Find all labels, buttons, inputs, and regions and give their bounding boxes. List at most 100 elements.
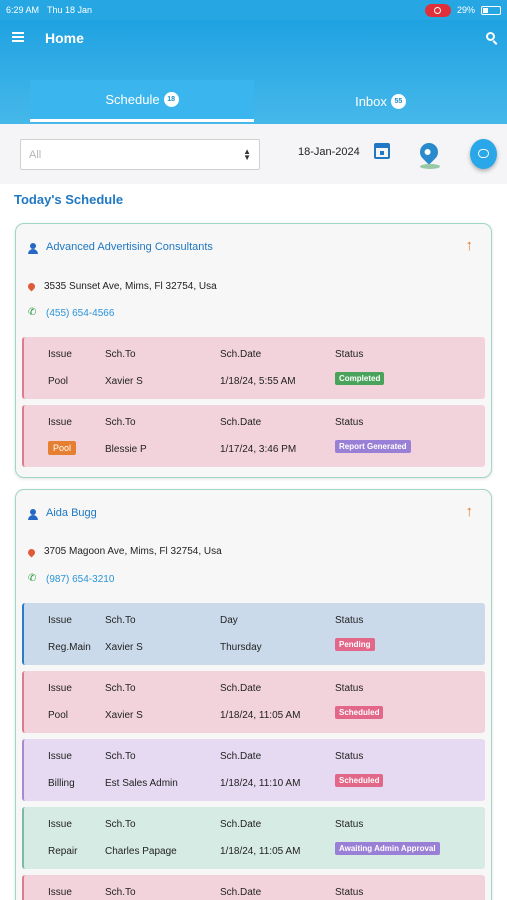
sch-to-value: Xavier S bbox=[105, 710, 143, 721]
hamburger-menu-icon[interactable] bbox=[12, 32, 24, 42]
sch-date-value: 1/18/24, 11:05 AM bbox=[220, 710, 301, 721]
schedule-item[interactable]: Issue Sch.To Sch.Date Status Pool Blessi… bbox=[22, 405, 485, 467]
sch-to-header: Sch.To bbox=[105, 751, 136, 762]
sch-to-value: Blessie P bbox=[105, 444, 147, 455]
issue-filter-select[interactable]: All ▲ ▼ bbox=[20, 139, 260, 170]
day-value: Thursday bbox=[220, 642, 262, 653]
status-header: Status bbox=[335, 887, 364, 898]
customer-name[interactable]: Advanced Advertising Consultants bbox=[46, 241, 213, 253]
issue-header: Issue bbox=[48, 819, 72, 830]
status-badge: Scheduled bbox=[335, 706, 384, 719]
status-badge: Report Generated bbox=[335, 440, 411, 453]
issue-value: Reg.Main bbox=[48, 642, 91, 653]
issue-value: Billing bbox=[48, 778, 75, 789]
customer-address: 3535 Sunset Ave, Mims, Fl 32754, Usa bbox=[44, 281, 217, 292]
select-caret-icon: ▲ ▼ bbox=[243, 147, 251, 162]
location-pin-icon bbox=[26, 547, 37, 558]
issue-header: Issue bbox=[48, 751, 72, 762]
page-title: Home bbox=[45, 30, 84, 46]
issue-header: Issue bbox=[48, 683, 72, 694]
sch-date-value: 1/18/24, 11:05 AM bbox=[220, 846, 301, 857]
status-time: 6:29 AM bbox=[6, 5, 40, 15]
sch-date-value: 1/18/24, 11:10 AM bbox=[220, 778, 301, 789]
sch-to-value: Charles Papage bbox=[105, 846, 177, 857]
tab-schedule-count: 18 bbox=[163, 92, 179, 107]
issue-value: Repair bbox=[48, 846, 78, 857]
chat-bubble-icon bbox=[478, 149, 489, 158]
status-header: Status bbox=[335, 349, 364, 360]
issue-value: Pool bbox=[48, 376, 69, 387]
status-header: Status bbox=[335, 683, 364, 694]
tab-inbox-count: 55 bbox=[390, 93, 406, 109]
system-status-bar: 6:29 AM Thu 18 Jan 29% bbox=[0, 0, 507, 20]
issue-header: Issue bbox=[48, 349, 72, 360]
schedule-item[interactable]: Issue Sch.To Sch.Date Status Repair Char… bbox=[22, 807, 485, 869]
customer-name[interactable]: Aida Bugg bbox=[46, 507, 97, 519]
status-badge: Awaiting Admin Approval bbox=[335, 842, 440, 855]
selected-date[interactable]: 18-Jan-2024 bbox=[298, 146, 360, 158]
sch-date-header: Sch.Date bbox=[220, 751, 262, 762]
sch-to-header: Sch.To bbox=[105, 349, 136, 360]
customer-card: Aida Bugg ↑ 3705 Magoon Ave, Mims, Fl 32… bbox=[15, 489, 492, 900]
issue-header: Issue bbox=[48, 615, 72, 626]
app-header: Home Schedule 18 Inbox 55 bbox=[0, 20, 507, 124]
sch-to-value: Xavier S bbox=[105, 376, 143, 387]
status-header: Status bbox=[335, 615, 364, 626]
sch-to-header: Sch.To bbox=[105, 819, 136, 830]
sch-to-header: Sch.To bbox=[105, 417, 136, 428]
map-pin-icon[interactable] bbox=[416, 139, 442, 165]
calendar-icon[interactable] bbox=[374, 143, 390, 159]
sch-to-header: Sch.To bbox=[105, 683, 136, 694]
customer-card: Advanced Advertising Consultants ↑ 3535 … bbox=[15, 223, 492, 478]
schedule-item[interactable]: Issue Sch.To Sch.Date Status bbox=[22, 875, 485, 900]
person-icon bbox=[28, 509, 38, 520]
schedule-item[interactable]: Issue Sch.To Day Status Reg.Main Xavier … bbox=[22, 603, 485, 665]
sch-date-header: Sch.Date bbox=[220, 417, 262, 428]
tab-schedule[interactable]: Schedule 18 bbox=[30, 80, 254, 122]
phone-icon: ✆ bbox=[28, 307, 37, 318]
battery-icon bbox=[481, 5, 501, 15]
sch-to-header: Sch.To bbox=[105, 887, 136, 898]
status-date: Thu 18 Jan bbox=[47, 5, 93, 15]
status-badge: Completed bbox=[335, 372, 385, 385]
issue-header: Issue bbox=[48, 887, 72, 898]
chat-button[interactable] bbox=[470, 139, 497, 169]
schedule-item[interactable]: Issue Sch.To Sch.Date Status Billing Est… bbox=[22, 739, 485, 801]
customer-phone[interactable]: (455) 654-4566 bbox=[46, 308, 115, 319]
schedule-item[interactable]: Issue Sch.To Sch.Date Status Pool Xavier… bbox=[22, 337, 485, 399]
tab-inbox-label: Inbox bbox=[355, 93, 387, 109]
customer-phone[interactable]: (987) 654-3210 bbox=[46, 574, 115, 585]
status-badge: Pending bbox=[335, 638, 375, 651]
status-badge: Scheduled bbox=[335, 774, 384, 787]
issue-chip: Pool bbox=[48, 441, 77, 455]
sch-to-value: Est Sales Admin bbox=[105, 778, 178, 789]
tab-schedule-label: Schedule bbox=[105, 92, 160, 107]
section-title: Today's Schedule bbox=[14, 192, 124, 207]
location-pin-icon bbox=[26, 281, 37, 292]
sch-date-header: Sch.Date bbox=[220, 819, 262, 830]
sch-date-header: Sch.Date bbox=[220, 683, 262, 694]
issue-value: Pool bbox=[48, 710, 69, 721]
sch-to-value: Xavier S bbox=[105, 642, 143, 653]
sch-date-value: 1/18/24, 5:55 AM bbox=[220, 376, 296, 387]
sch-date-header: Sch.Date bbox=[220, 887, 262, 898]
schedule-item[interactable]: Issue Sch.To Sch.Date Status Pool Xavier… bbox=[22, 671, 485, 733]
battery-percent: 29% bbox=[456, 5, 475, 15]
status-header: Status bbox=[335, 819, 364, 830]
sch-to-header: Sch.To bbox=[105, 615, 136, 626]
sch-date-header: Sch.Date bbox=[220, 349, 262, 360]
phone-icon: ✆ bbox=[28, 573, 37, 584]
map-pin-base bbox=[420, 164, 440, 169]
status-header: Status bbox=[335, 751, 364, 762]
collapse-arrow-up-icon[interactable]: ↑ bbox=[465, 237, 474, 254]
collapse-arrow-up-icon[interactable]: ↑ bbox=[465, 503, 474, 520]
day-header: Day bbox=[220, 615, 238, 626]
status-right: 29% bbox=[424, 3, 501, 17]
customer-address: 3705 Magoon Ave, Mims, Fl 32754, Usa bbox=[44, 546, 222, 557]
search-icon[interactable] bbox=[486, 32, 495, 41]
screen-record-icon bbox=[424, 3, 451, 17]
issue-filter-value: All bbox=[29, 148, 42, 161]
sch-date-value: 1/17/24, 3:46 PM bbox=[220, 444, 297, 455]
tab-inbox[interactable]: Inbox 55 bbox=[254, 80, 507, 122]
issue-header: Issue bbox=[48, 417, 72, 428]
